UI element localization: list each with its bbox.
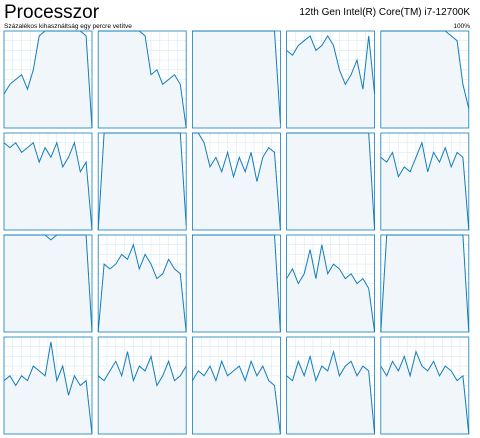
usage-area — [98, 244, 187, 332]
title: Processzor — [4, 2, 100, 23]
graph-border — [97, 30, 187, 129]
usage-area — [380, 31, 469, 128]
graph-border — [286, 336, 376, 435]
usage-line — [286, 34, 376, 95]
usage-line — [380, 140, 470, 231]
usage-line — [286, 244, 376, 333]
graph-border — [3, 30, 93, 129]
graph-border — [191, 234, 281, 333]
usage-line — [191, 359, 281, 435]
max-label: 100% — [453, 23, 470, 30]
graph-border — [191, 30, 281, 129]
usage-line — [3, 140, 93, 231]
usage-area — [192, 361, 281, 434]
cpu-name: 12th Gen Intel(R) Core(TM) i7-12700K — [299, 7, 470, 18]
usage-area — [98, 31, 187, 128]
usage-area — [4, 31, 92, 128]
usage-line — [380, 349, 470, 435]
usage-area — [380, 142, 469, 230]
usage-area — [286, 133, 375, 230]
graph-border — [380, 234, 470, 333]
usage-area — [286, 35, 375, 128]
graph-border — [286, 30, 376, 129]
graph-border — [191, 336, 281, 435]
graph-border — [286, 132, 376, 231]
usage-line — [192, 132, 281, 231]
graph-border — [97, 234, 187, 333]
usage-area — [192, 31, 281, 128]
usage-area — [380, 351, 469, 434]
graph-border — [380, 132, 470, 231]
usage-area — [98, 133, 187, 230]
usage-line — [97, 243, 187, 333]
graph-border — [380, 30, 470, 129]
subtitle: Százalékos kihasználtság egy percre vetí… — [4, 23, 132, 30]
graph-border — [3, 336, 93, 435]
graph-border — [191, 132, 281, 231]
graph-border — [97, 132, 187, 231]
usage-area — [380, 235, 469, 332]
graph-border — [3, 234, 93, 333]
usage-area — [192, 235, 281, 332]
usage-area — [4, 142, 92, 230]
usage-line — [97, 351, 187, 387]
graph-border — [380, 336, 470, 435]
usage-area — [4, 341, 92, 434]
graph-border — [3, 132, 93, 231]
graph-border — [97, 336, 187, 435]
usage-area — [286, 351, 375, 434]
usage-area — [286, 244, 375, 332]
graph-border — [286, 234, 376, 333]
usage-area — [4, 235, 92, 332]
usage-line — [3, 341, 93, 435]
usage-area — [192, 133, 281, 230]
usage-line — [286, 349, 376, 435]
